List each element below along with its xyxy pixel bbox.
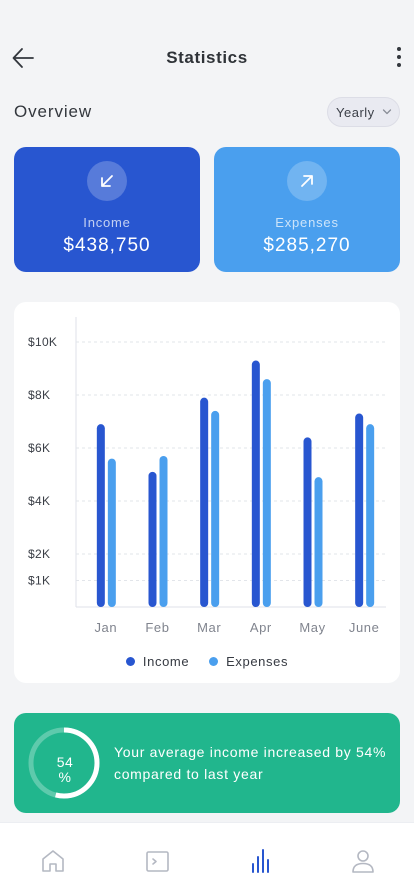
- y-tick-label: $8K: [28, 388, 50, 402]
- progress-ring-number: 54: [56, 754, 74, 770]
- bar-expenses: [159, 455, 168, 607]
- x-tick-label: Apr: [250, 620, 272, 635]
- page-title: Statistics: [166, 48, 248, 67]
- income-card[interactable]: Income $438,750: [14, 147, 200, 272]
- bar-income: [303, 437, 312, 607]
- app-header: Statistics: [0, 36, 414, 80]
- arrow-down-left-icon: [101, 175, 113, 187]
- x-tick-label: Mar: [197, 620, 221, 635]
- bar-expenses: [314, 477, 323, 607]
- profile-icon: [352, 850, 374, 873]
- nav-home[interactable]: [37, 845, 69, 877]
- overview-heading: Overview: [14, 102, 93, 121]
- more-vertical-icon: [397, 47, 401, 67]
- nav-profile[interactable]: [347, 845, 379, 877]
- chevron-down-icon: [382, 109, 392, 115]
- chart-legend: Income Expenses: [14, 654, 400, 669]
- y-tick-label: $6K: [28, 441, 50, 455]
- income-value: $438,750: [63, 235, 151, 256]
- bar-expenses: [211, 410, 220, 607]
- legend-swatch-income: [125, 657, 135, 666]
- bar-expenses: [262, 379, 271, 607]
- home-icon: [42, 850, 64, 872]
- x-tick-label: May: [299, 620, 325, 635]
- x-tick-label: June: [349, 620, 380, 635]
- y-tick-label: $10K: [28, 335, 57, 349]
- y-tick-label: $1K: [28, 574, 50, 588]
- bar-income: [200, 397, 209, 607]
- progress-ring-unit: %: [58, 769, 72, 785]
- nav-statistics[interactable]: [244, 845, 276, 877]
- bar-income: [355, 413, 364, 607]
- bottom-navigation: [0, 822, 414, 896]
- arrow-up-right-icon: [301, 175, 313, 187]
- legend-swatch-expenses: [209, 657, 219, 666]
- legend-item-expenses: Expenses: [209, 654, 288, 669]
- more-options-button[interactable]: [392, 44, 406, 72]
- progress-ring: [28, 727, 100, 799]
- arrow-left-icon: [12, 48, 34, 68]
- bar-expenses: [107, 458, 116, 607]
- expenses-icon-circle: [287, 161, 327, 201]
- bar-chart: $1K $2K $4K $6K $8K $10K Jan Feb Mar Apr May June: [28, 317, 386, 635]
- legend-label-expenses: Expenses: [226, 654, 289, 669]
- income-label: Income: [83, 215, 131, 230]
- back-button[interactable]: [10, 44, 38, 72]
- legend-item-income: Income: [125, 654, 190, 669]
- bar-income: [148, 471, 157, 607]
- chart-card: $1K $2K $4K $6K $8K $10K Jan Feb Mar Apr May June I…: [14, 302, 400, 683]
- legend-label-income: Income: [142, 654, 190, 669]
- statistics-icon: [252, 849, 269, 873]
- bar-expenses: [366, 424, 375, 607]
- nav-wallet[interactable]: [141, 845, 173, 877]
- wallet-icon: [146, 851, 169, 872]
- expenses-card[interactable]: Expenses $285,270: [214, 147, 400, 272]
- income-icon-circle: [87, 161, 127, 201]
- bar-income: [96, 424, 105, 607]
- insight-text: Your average income increased by 54% com…: [114, 744, 387, 782]
- x-tick-label: Feb: [145, 620, 169, 635]
- progress-ring-label: 54 %: [38, 755, 92, 785]
- insight-banner[interactable]: 54 % Your average income increased by 54…: [14, 713, 400, 813]
- expenses-label: Expenses: [275, 215, 339, 230]
- y-tick-label: $2K: [28, 547, 50, 561]
- period-dropdown[interactable]: Yearly: [327, 97, 400, 127]
- period-dropdown-value: Yearly: [336, 104, 375, 120]
- expenses-value: $285,270: [263, 235, 351, 256]
- x-tick-label: Jan: [94, 620, 117, 635]
- y-tick-label: $4K: [28, 494, 50, 508]
- bar-income: [251, 360, 260, 607]
